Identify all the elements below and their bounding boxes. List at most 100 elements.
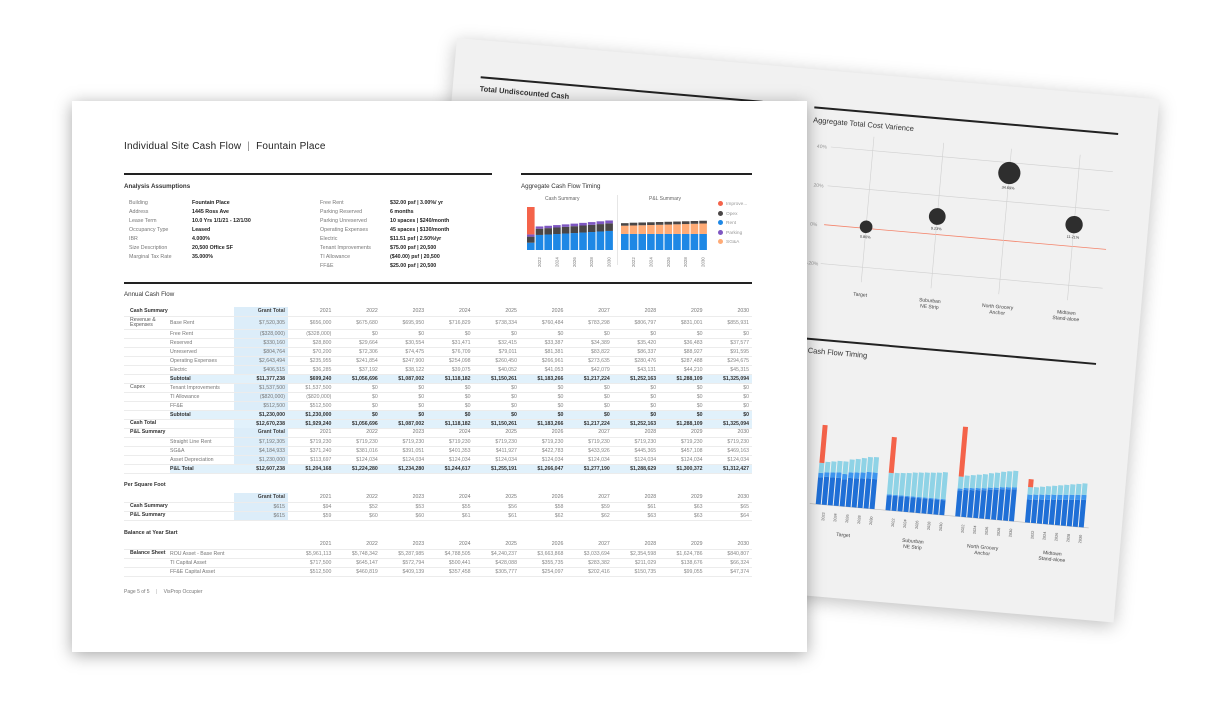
year-header: 2022: [334, 428, 381, 438]
grand-total-cell: $12,670,238: [234, 419, 288, 429]
pl-summary-chart-title: P&L Summary: [649, 196, 682, 202]
value-cell: $0: [473, 401, 520, 411]
year-header: 2030: [705, 428, 752, 438]
value-cell: $719,230: [705, 437, 752, 447]
value-cell: $241,854: [334, 356, 381, 366]
grand-total-cell: $615: [234, 502, 288, 512]
value-cell: $1,300,372: [659, 464, 706, 474]
value-cell: $65: [705, 502, 752, 512]
bar-segment-0-2022: [824, 472, 830, 478]
value-cell: $738,334: [473, 316, 520, 330]
bar-segment-2-2024: [973, 489, 981, 519]
value-cell: $719,230: [427, 437, 474, 447]
value-cell: $1,325,094: [705, 419, 752, 429]
bar-rent-2029: [690, 233, 699, 250]
bar-segment-2-2024: [975, 474, 982, 489]
value-cell: $43,131: [612, 365, 660, 375]
category-label: NE Strip: [920, 303, 939, 311]
value-cell: $512,500: [288, 401, 335, 411]
bar-parking-2028: [587, 222, 596, 225]
value-cell: $719,230: [473, 437, 520, 447]
row-label: Free Rent: [170, 329, 234, 339]
row-label: Operating Expenses: [170, 356, 234, 366]
group-label: Anchor: [974, 550, 991, 557]
grand-total-cell: $12,607,238: [234, 464, 288, 474]
bar-opex-2021: [621, 223, 629, 226]
bar-opex-2029: [596, 224, 605, 232]
row-group-label: [124, 410, 170, 420]
bar-rent-2030: [699, 233, 707, 250]
year-tick-label: 2030: [701, 257, 706, 267]
year-tick-label: 2024: [973, 525, 978, 534]
value-cell: $40,052: [473, 365, 520, 375]
category-label: Stand-alone: [1052, 315, 1080, 323]
bar-segment-3-2021: [1024, 499, 1032, 523]
bar-segment-1-2027: [922, 472, 930, 498]
bar-segment-3-2022: [1030, 499, 1038, 524]
bar-segment-2-2027: [993, 472, 1001, 488]
assumption-label: Address: [129, 209, 149, 215]
value-cell: $1,087,002: [380, 419, 428, 429]
legend-label: Opex: [726, 211, 738, 217]
row-group-label: [124, 374, 170, 384]
row-group-label: [124, 558, 170, 568]
value-cell: $30,554: [380, 338, 428, 348]
bar-parking-2021: [527, 234, 535, 237]
bar-segment-3-2026: [1057, 485, 1064, 496]
bar-rent-2030: [605, 230, 613, 250]
bar-segment-0-2026: [848, 459, 855, 473]
y-tick-label: 0%: [810, 221, 818, 228]
value-cell: ($328,000): [288, 329, 335, 339]
value-cell: $0: [566, 329, 613, 339]
bar-opex-2022: [629, 222, 638, 226]
value-cell: $0: [519, 410, 567, 420]
value-cell: $56: [473, 502, 520, 512]
value-cell: $0: [427, 392, 474, 402]
year-tick-label: 2022: [1030, 530, 1035, 539]
year-header: 2028: [612, 493, 660, 503]
grand-total-cell: [234, 567, 288, 577]
table-header-label: [124, 540, 234, 550]
year-tick-label: 2030: [607, 257, 612, 267]
value-cell: $433,926: [566, 446, 613, 456]
grand-total-cell: $11,377,238: [234, 374, 288, 384]
bar-sga-2023: [638, 225, 646, 234]
y-tick-label: 20%: [813, 183, 824, 190]
title-separator: |: [247, 141, 251, 152]
bubble-data-label: 34.69%: [1001, 185, 1015, 190]
bar-segment-3-2030: [1081, 494, 1087, 501]
app-name: VisProp Occupier: [163, 589, 203, 595]
bar-segment-3-2027: [1063, 494, 1069, 501]
assumption-value: Leased: [192, 227, 211, 233]
year-header: 2026: [519, 540, 567, 550]
row-label: Straight Line Rent: [170, 437, 234, 447]
year-header: 2029: [659, 428, 706, 438]
bar-segment-0-2023: [830, 472, 836, 478]
value-cell: $0: [380, 401, 428, 411]
page-footer: Page 5 of 5 | VisProp Occupier: [124, 589, 203, 595]
table-row: Straight Line Rent $7,192,305 $719,230 $719…: [124, 437, 752, 447]
value-cell: $0: [566, 401, 613, 411]
value-cell: $124,034: [705, 455, 752, 465]
bar-segment-1-2026: [916, 496, 922, 499]
bar-sga-2030: [699, 223, 707, 234]
bar-segment-3-2021: [1026, 494, 1033, 500]
bar-segment-1-2028: [928, 497, 934, 500]
assumption-value: 45 spaces | $130/month: [390, 227, 450, 233]
row-label: Reserved: [170, 338, 234, 348]
bar-segment-2-2029: [1005, 471, 1013, 488]
value-cell: $124,034: [427, 455, 474, 465]
year-header: 2025: [473, 307, 520, 317]
grand-total-cell: $1,230,000: [234, 455, 288, 465]
legend-item: Parking: [718, 229, 742, 235]
year-tick-label: 2028: [857, 515, 862, 524]
legend-label: Rent: [726, 220, 737, 226]
bar-segment-3-2028: [1069, 494, 1075, 501]
value-cell: $500,441: [427, 558, 474, 568]
bar-segment-0-2027: [854, 458, 861, 473]
value-cell: $0: [705, 383, 752, 393]
bar-segment-2-2026: [987, 473, 995, 488]
bar-segment-2-2022: [961, 489, 969, 518]
value-cell: $719,230: [566, 437, 613, 447]
cash-flow-timing-chart: 2022 2024 2026 2028 2030 2022 2024 2026 2028 2030: [527, 207, 707, 267]
